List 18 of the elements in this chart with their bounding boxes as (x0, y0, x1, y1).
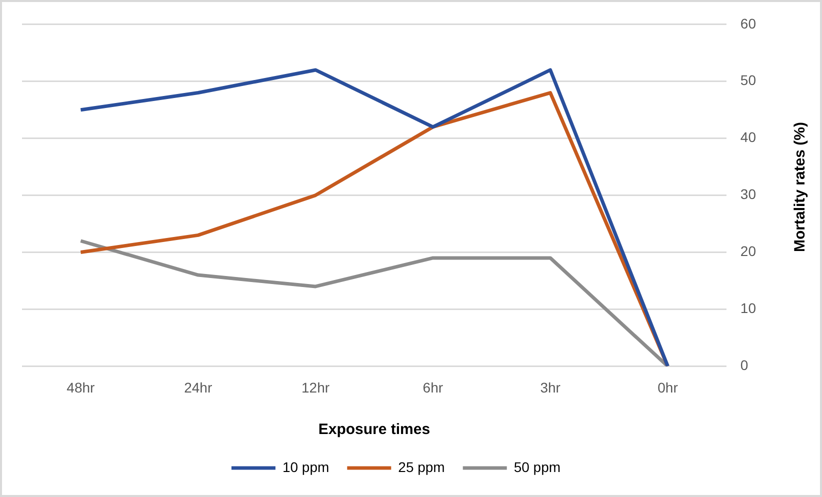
x-tick-label: 3hr (540, 379, 561, 396)
x-axis-title: Exposure times (318, 421, 430, 438)
x-tick-label: 48hr (66, 379, 96, 396)
y-tick-label: 60 (740, 15, 756, 32)
y-tick-label: 50 (740, 72, 756, 88)
y-axis-title: Mortality rates (%) (792, 122, 808, 252)
legend-label: 50 ppm (514, 458, 561, 475)
y-tick-label: 20 (740, 243, 756, 260)
legend-label: 25 ppm (398, 458, 445, 475)
x-tick-label: 6hr (422, 379, 444, 396)
y-tick-label: 40 (740, 129, 756, 146)
y-tick-label: 10 (740, 300, 756, 316)
x-tick-label: 12hr (301, 379, 330, 396)
y-tick-label: 0 (740, 357, 748, 374)
x-tick-label: 0hr (658, 379, 678, 396)
legend-label: 10 ppm (282, 458, 330, 475)
x-tick-label: 24hr (184, 379, 212, 396)
y-tick-label: 30 (740, 186, 756, 202)
